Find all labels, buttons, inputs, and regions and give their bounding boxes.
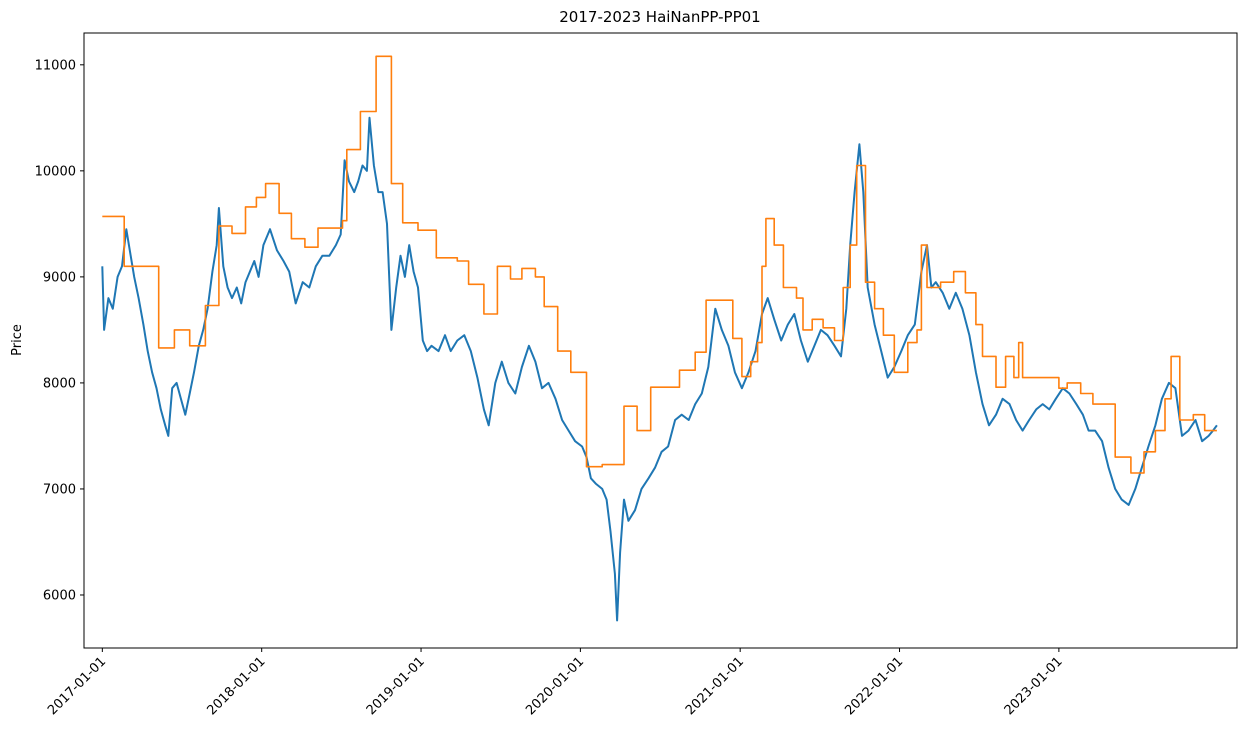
- y-tick-label: 9000: [43, 270, 76, 285]
- y-tick-label: 8000: [43, 376, 76, 391]
- series-layer: [101, 55, 1218, 622]
- y-tick-label: 7000: [43, 482, 76, 497]
- y-tick-label: 10000: [35, 164, 76, 179]
- axes-background: [84, 33, 1237, 648]
- y-axis-label: Price: [10, 324, 25, 356]
- y-tick-label: 11000: [35, 58, 76, 73]
- chart-title: 2017-2023 HaiNanPP-PP01: [559, 8, 760, 26]
- y-tick-label: 6000: [43, 588, 76, 603]
- step-series-line: [102, 55, 1217, 474]
- axes-frame: [83, 32, 1238, 649]
- y-axis: 6000 7000 8000 9000 10000 11000: [35, 58, 84, 603]
- price-series-line: [101, 116, 1218, 622]
